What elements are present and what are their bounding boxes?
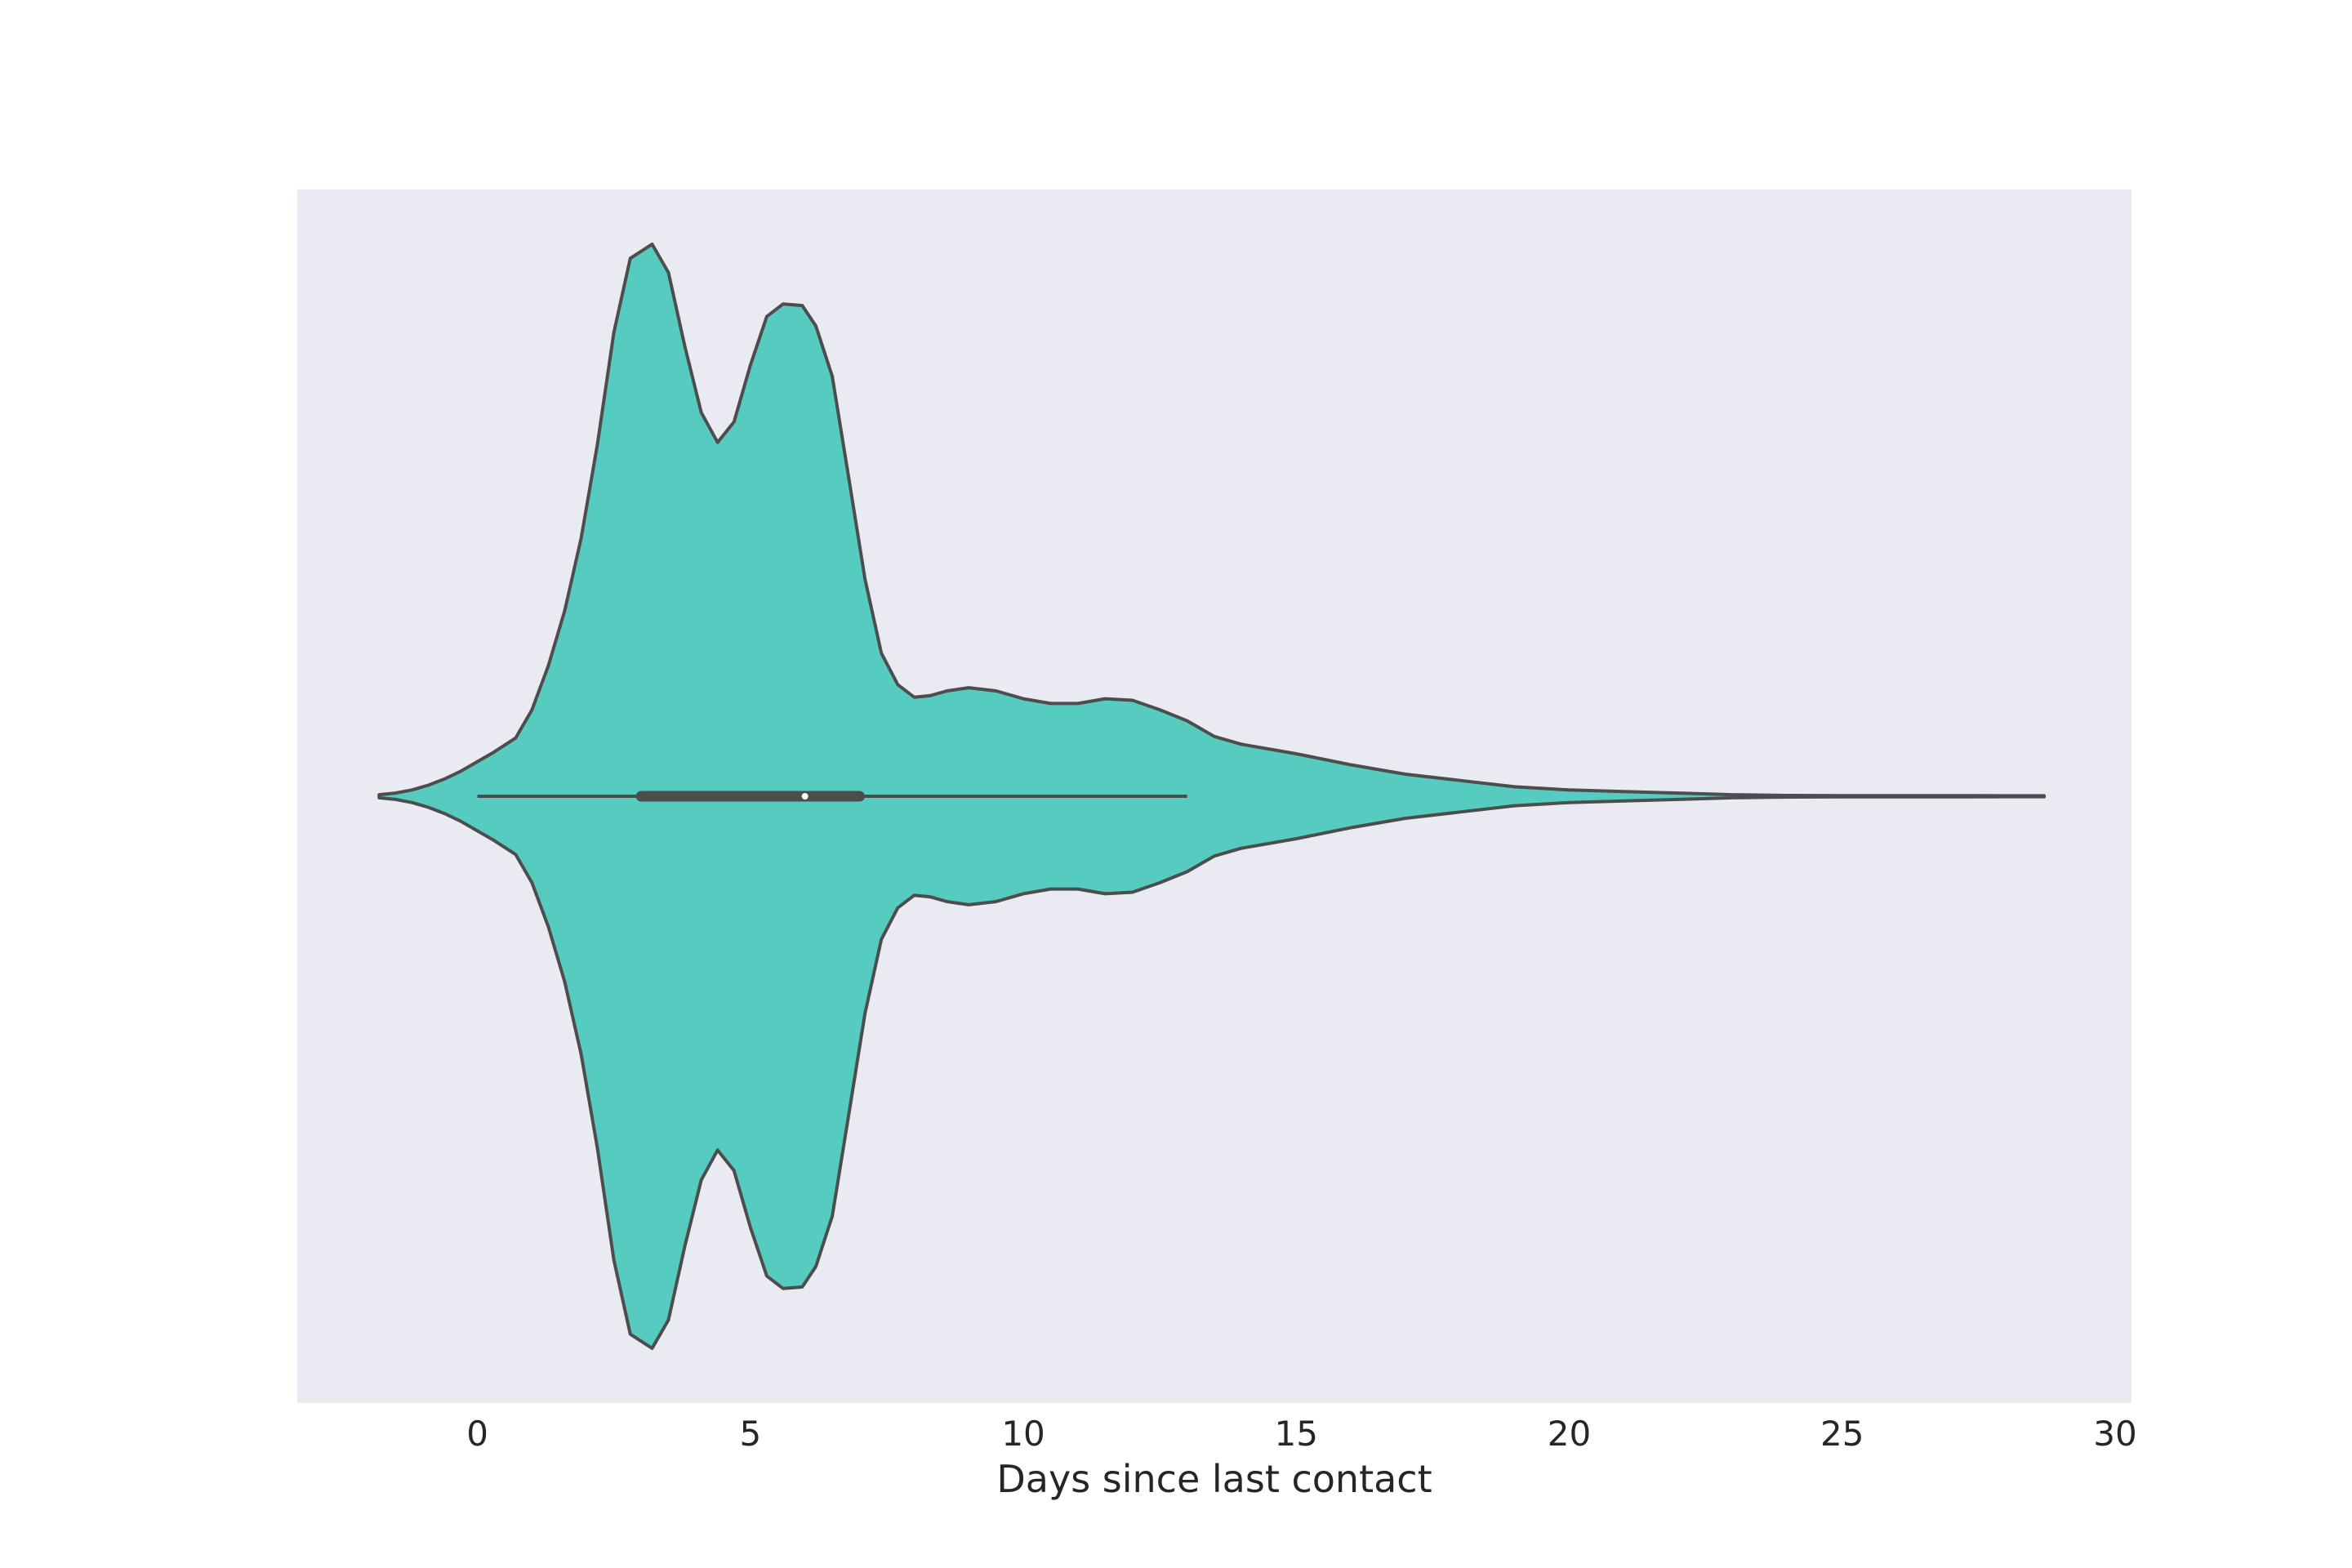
x-axis-label: Days since last contact xyxy=(996,1457,1432,1501)
x-tick-label: 0 xyxy=(466,1414,488,1454)
violin-body xyxy=(377,243,2046,1350)
x-tick-label: 5 xyxy=(739,1414,761,1454)
x-tick-label: 10 xyxy=(1001,1414,1045,1454)
x-tick-label: 30 xyxy=(2093,1414,2136,1454)
x-tick-label: 15 xyxy=(1275,1414,1318,1454)
median-marker xyxy=(801,793,808,800)
x-tick-label: 20 xyxy=(1548,1414,1591,1454)
box-layer xyxy=(477,791,1187,802)
x-axis-ticks: 0 5 10 15 20 25 30 xyxy=(466,1414,2136,1454)
x-tick-label: 25 xyxy=(1820,1414,1864,1454)
violin-layer xyxy=(377,243,2046,1350)
